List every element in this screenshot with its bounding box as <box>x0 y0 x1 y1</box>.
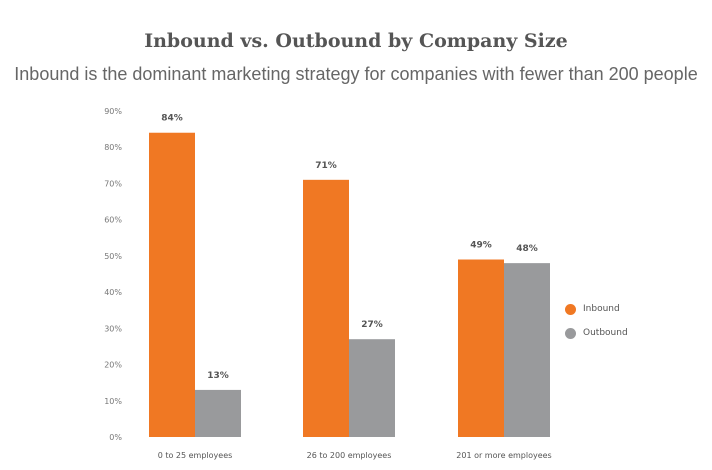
y-tick-label: 90% <box>104 107 122 116</box>
chart-title: Inbound vs. Outbound by Company Size <box>144 30 568 52</box>
bar-outbound-2 <box>504 263 550 437</box>
x-tick-label: 26 to 200 employees <box>307 451 392 460</box>
data-label: 49% <box>470 241 492 251</box>
data-label: 48% <box>516 244 538 254</box>
bar-outbound-0 <box>195 389 241 437</box>
legend-item-outbound: Outbound <box>565 322 628 344</box>
data-label: 13% <box>207 371 229 381</box>
x-tick-label: 0 to 25 employees <box>158 451 233 460</box>
data-label: 84% <box>161 114 183 124</box>
bar-outbound-1 <box>349 339 395 437</box>
data-label: 27% <box>361 320 383 330</box>
y-tick-label: 40% <box>104 288 122 297</box>
y-tick-label: 10% <box>104 397 122 406</box>
legend-label-inbound: Inbound <box>583 304 620 314</box>
chart-subtitle: Inbound is the dominant marketing strate… <box>14 64 698 84</box>
data-label: 71% <box>315 161 337 171</box>
legend-swatch-outbound <box>565 327 576 339</box>
y-tick-label: 70% <box>104 179 122 188</box>
bar-inbound-1 <box>303 179 349 438</box>
y-tick-label: 0% <box>109 433 122 442</box>
y-tick-label: 80% <box>104 143 122 152</box>
legend-swatch-inbound <box>565 303 576 315</box>
x-tick-label: 201 or more employees <box>456 451 551 460</box>
y-tick-label: 20% <box>104 361 122 370</box>
bar-inbound-0 <box>149 132 195 437</box>
legend: Inbound Outbound <box>565 298 628 346</box>
y-tick-label: 30% <box>104 324 122 333</box>
y-tick-label: 60% <box>104 216 122 225</box>
y-tick-label: 50% <box>104 252 122 261</box>
legend-label-outbound: Outbound <box>583 328 628 338</box>
bar-inbound-2 <box>458 259 504 437</box>
legend-item-inbound: Inbound <box>565 298 628 320</box>
